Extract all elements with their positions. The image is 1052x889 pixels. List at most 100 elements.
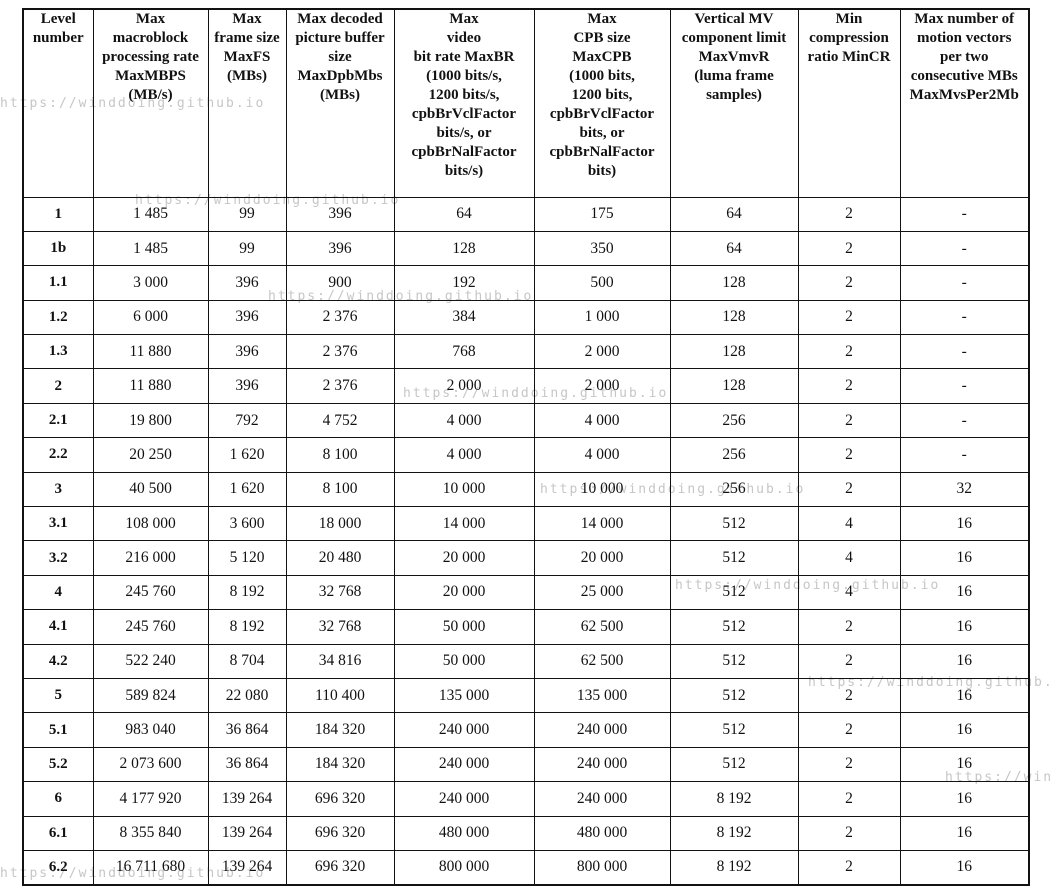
level-number-cell: 2 [22, 368, 94, 404]
value-cell: 20 250 [92, 437, 209, 473]
header-max-fs: Max frame size MaxFS (MBs) [207, 8, 287, 198]
value-cell: 32 [899, 471, 1030, 508]
value-cell: 512 [669, 643, 799, 679]
header-min-cr: Min compression ratio MinCR [797, 8, 901, 198]
value-cell: 135 000 [533, 677, 671, 714]
value-cell: 2 [797, 437, 901, 473]
value-cell: 36 864 [207, 712, 287, 748]
table-row: 1.1 3 000 396 900 192 500 128 2- [22, 265, 1030, 301]
value-cell: 396 [207, 368, 287, 404]
table-row: 4.2 522 240 8 704 34 816 50 000 62 500 512 2 16 [22, 643, 1030, 679]
value-cell: 4 177 920 [92, 781, 209, 817]
value-cell: 2 [797, 334, 901, 370]
value-cell: 696 320 [285, 849, 395, 886]
value-cell: - [899, 230, 1030, 267]
table-row: 2.2 20 250 1 620 8 100 4 000 4 000 256 2- [22, 437, 1030, 473]
value-cell: 139 264 [207, 849, 287, 886]
value-cell: 2 000 [393, 368, 535, 404]
level-number-cell: 1 [22, 196, 94, 232]
value-cell: 2 [797, 368, 901, 404]
value-cell: 8 355 840 [92, 815, 209, 851]
value-cell: 512 [669, 574, 799, 611]
value-cell: - [899, 299, 1030, 336]
table-row: 4.1 245 760 8 192 32 768 50 000 62 500 512 2 16 [22, 609, 1030, 645]
level-number-cell: 1b [22, 230, 94, 267]
value-cell: 480 000 [533, 815, 671, 851]
value-cell: 983 040 [92, 712, 209, 748]
value-cell: 64 [669, 230, 799, 267]
value-cell: 256 [669, 437, 799, 473]
value-cell: 4 752 [285, 402, 395, 439]
value-cell: 512 [669, 712, 799, 748]
value-cell: 2 376 [285, 368, 395, 404]
value-cell: 16 [899, 781, 1030, 817]
level-number-cell: 5 [22, 677, 94, 714]
table-row: 6.2 16 711 680 139 264 696 320 800 000 800 00… [22, 849, 1030, 886]
table-row: 2 11 880 396 2 376 2 000 2 000 128 2- [22, 368, 1030, 404]
table-row: 3 40 500 1 620 8 100 10 000 10 000 256 2 32 [22, 471, 1030, 508]
value-cell: 800 000 [393, 849, 535, 886]
value-cell: 4 000 [533, 437, 671, 473]
value-cell: 512 [669, 746, 799, 783]
value-cell: 1 485 [92, 196, 209, 232]
value-cell: 2 [797, 746, 901, 783]
value-cell: 50 000 [393, 609, 535, 645]
value-cell: 16 [899, 849, 1030, 886]
value-cell: 384 [393, 299, 535, 336]
value-cell: 512 [669, 540, 799, 576]
value-cell: 240 000 [533, 712, 671, 748]
value-cell: 240 000 [533, 746, 671, 783]
value-cell: 2 [797, 781, 901, 817]
value-cell: 128 [669, 299, 799, 336]
value-cell: 4 000 [393, 437, 535, 473]
value-cell: 11 880 [92, 368, 209, 404]
value-cell: 20 000 [393, 540, 535, 576]
value-cell: 350 [533, 230, 671, 267]
value-cell: 110 400 [285, 677, 395, 714]
value-cell: 4 [797, 540, 901, 576]
value-cell: 256 [669, 471, 799, 508]
value-cell: 240 000 [393, 781, 535, 817]
value-cell: 245 760 [92, 609, 209, 645]
value-cell: 184 320 [285, 746, 395, 783]
value-cell: 3 000 [92, 265, 209, 301]
value-cell: 522 240 [92, 643, 209, 679]
value-cell: 64 [669, 196, 799, 232]
value-cell: 2 073 600 [92, 746, 209, 783]
level-number-cell: 2.2 [22, 437, 94, 473]
value-cell: 2 [797, 196, 901, 232]
value-cell: 512 [669, 677, 799, 714]
value-cell: 245 760 [92, 574, 209, 611]
header-row: Level number Max macroblock processing r… [22, 8, 1030, 198]
header-max-dpb-mbs: Max decoded picture buffer size MaxDpbMb… [285, 8, 395, 198]
value-cell: 792 [207, 402, 287, 439]
header-max-mbps: Max macroblock processing rate MaxMBPS (… [92, 8, 209, 198]
value-cell: 16 [899, 609, 1030, 645]
value-cell: 20 000 [533, 540, 671, 576]
value-cell: - [899, 196, 1030, 232]
level-number-cell: 6.1 [22, 815, 94, 851]
table-row: 3.2 216 000 5 120 20 480 20 000 20 000 512 4 16 [22, 540, 1030, 576]
value-cell: 6 000 [92, 299, 209, 336]
value-cell: 14 000 [393, 506, 535, 542]
level-number-cell: 6.2 [22, 849, 94, 886]
value-cell: 139 264 [207, 815, 287, 851]
value-cell: 32 768 [285, 609, 395, 645]
value-cell: 696 320 [285, 815, 395, 851]
value-cell: 2 [797, 677, 901, 714]
value-cell: - [899, 334, 1030, 370]
value-cell: 16 [899, 540, 1030, 576]
value-cell: 4 000 [393, 402, 535, 439]
value-cell: 8 192 [669, 781, 799, 817]
value-cell: 20 480 [285, 540, 395, 576]
value-cell: 2 [797, 609, 901, 645]
level-number-cell: 3.2 [22, 540, 94, 576]
value-cell: 800 000 [533, 849, 671, 886]
value-cell: 8 192 [207, 574, 287, 611]
value-cell: 500 [533, 265, 671, 301]
value-cell: 184 320 [285, 712, 395, 748]
value-cell: 1 000 [533, 299, 671, 336]
value-cell: 16 [899, 643, 1030, 679]
